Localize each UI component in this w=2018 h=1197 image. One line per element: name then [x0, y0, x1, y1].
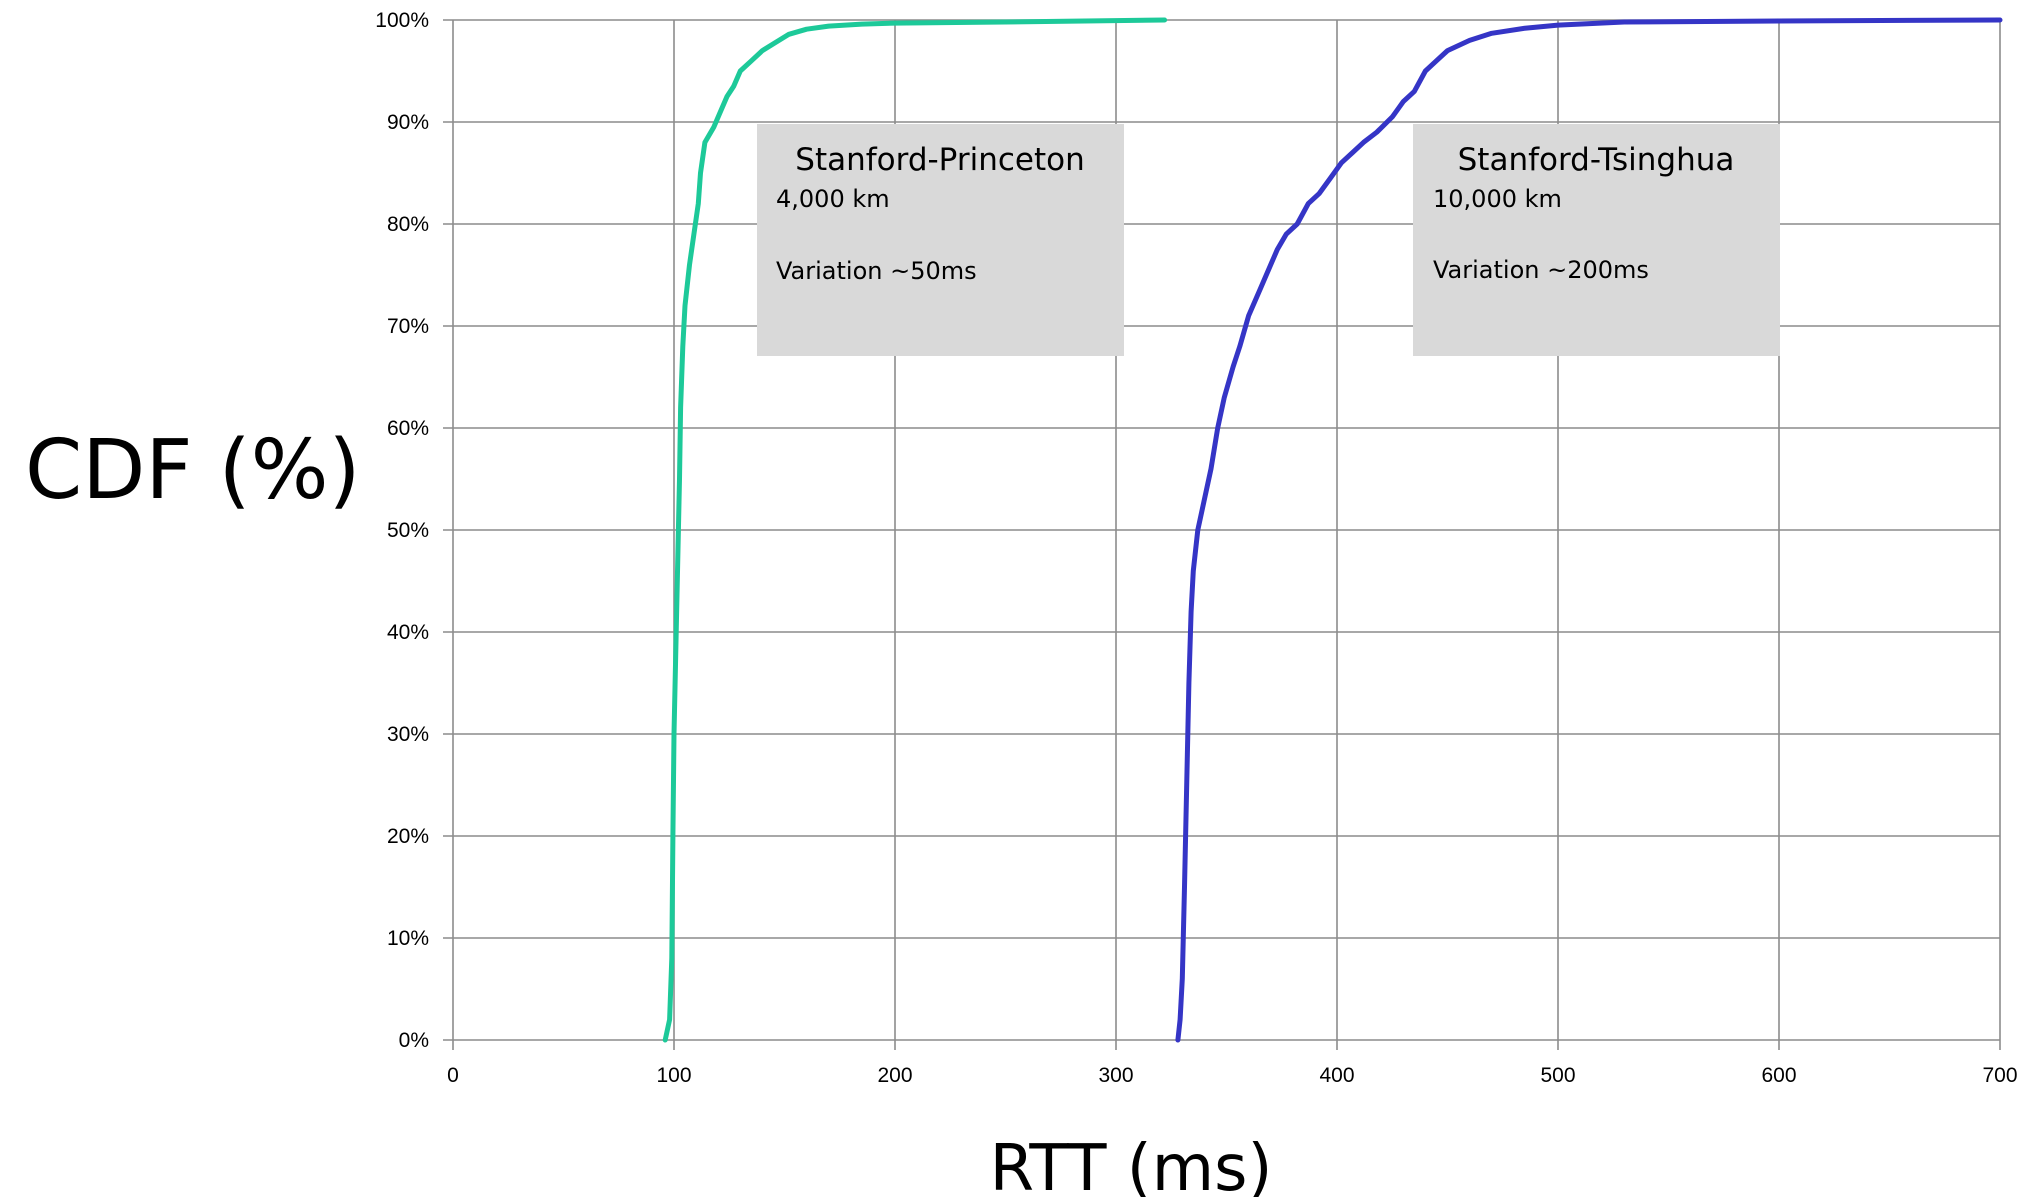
series	[662, 17, 2003, 1043]
x-tick-label: 500	[1540, 1064, 1575, 1087]
y-axis-title: CDF (%)	[25, 423, 361, 518]
y-tick-label: 50%	[387, 519, 429, 542]
annotation-title: Stanford-Princeton	[795, 142, 1084, 178]
annotation-distance: 4,000 km	[776, 185, 890, 213]
x-tick-label: 700	[1982, 1064, 2017, 1087]
y-tick-label: 70%	[387, 315, 429, 338]
annotation-stanford-princeton: Stanford-Princeton 4,000 km Variation ~5…	[757, 124, 1124, 356]
x-tick-label: 100	[656, 1064, 691, 1087]
x-tick-label: 0	[447, 1064, 459, 1087]
series-line-1	[662, 17, 1168, 1043]
annotation-title: Stanford-Tsinghua	[1458, 142, 1735, 178]
x-tick-label: 200	[877, 1064, 912, 1087]
y-tick-label: 90%	[387, 111, 429, 134]
x-tick-label: 300	[1098, 1064, 1133, 1087]
annotation-variation: Variation ~200ms	[1433, 256, 1649, 284]
x-axis-title: RTT (ms)	[990, 1132, 1273, 1197]
annotation-stanford-tsinghua: Stanford-Tsinghua 10,000 km Variation ~2…	[1413, 124, 1780, 356]
tick-labels: 0 100 200 300 400 500 600 700 0% 10% 20% 30% 40% 50% 6…	[375, 9, 2017, 1087]
y-tick-label: 80%	[387, 213, 429, 236]
y-tick-label: 40%	[387, 621, 429, 644]
y-tick-label: 0%	[399, 1029, 429, 1052]
x-tick-label: 600	[1761, 1064, 1796, 1087]
annotation-box	[757, 124, 1124, 356]
y-tick-label: 10%	[387, 927, 429, 950]
y-tick-label: 100%	[375, 9, 429, 32]
annotation-box	[1413, 124, 1780, 356]
annotation-variation: Variation ~50ms	[776, 257, 977, 285]
annotation-distance: 10,000 km	[1433, 185, 1562, 213]
series-line-2	[1175, 17, 2003, 1043]
x-tick-label: 400	[1319, 1064, 1354, 1087]
annotations: Stanford-Princeton 4,000 km Variation ~5…	[757, 124, 1780, 356]
y-tick-label: 20%	[387, 825, 429, 848]
y-tick-label: 30%	[387, 723, 429, 746]
y-tick-label: 60%	[387, 417, 429, 440]
